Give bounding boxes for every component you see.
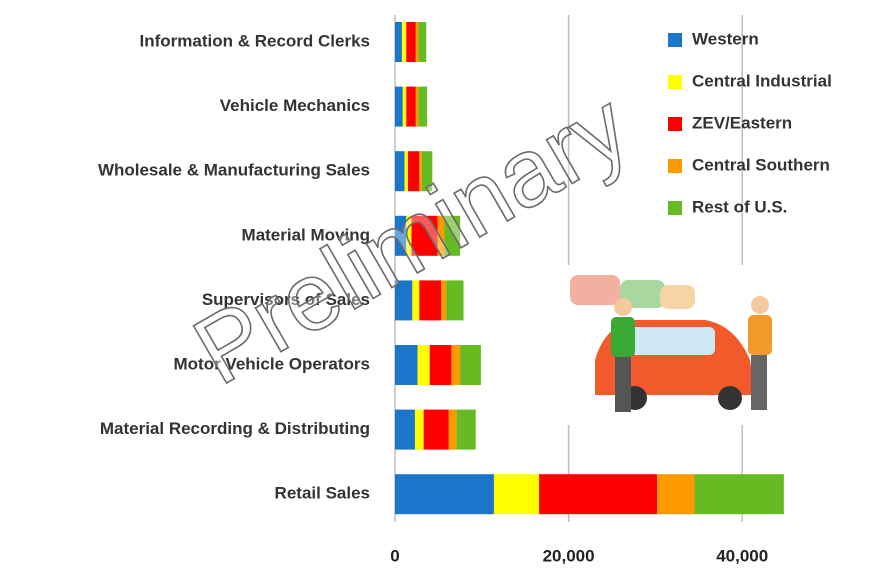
bar-segment: [406, 87, 416, 127]
y-tick-label: Retail Sales: [275, 484, 370, 503]
bar-segment: [395, 87, 403, 127]
y-tick-label: Vehicle Mechanics: [220, 96, 370, 115]
chart: 0 20,000 40,000 Information & Record Clerks…: [0, 0, 877, 568]
windshield: [625, 327, 715, 355]
person: [614, 298, 632, 316]
bar-segment: [539, 474, 657, 514]
bar-segment: [460, 345, 481, 385]
legend-label: Central Industrial: [692, 71, 832, 90]
bar-segment: [418, 87, 427, 127]
legend-swatch: [668, 33, 682, 47]
legend-swatch: [668, 159, 682, 173]
bar-segment: [430, 345, 452, 385]
bar-segment: [441, 280, 446, 320]
illustration: [565, 265, 780, 425]
bar-segment: [418, 345, 430, 385]
legend-label: Rest of U.S.: [692, 197, 787, 216]
bar-segment: [446, 280, 463, 320]
person: [751, 296, 769, 314]
y-tick-label: Material Recording & Distributing: [100, 419, 370, 438]
bar-segment: [418, 22, 426, 62]
bar-segment: [415, 410, 424, 450]
legend-label: Central Southern: [692, 155, 830, 174]
legend: Western Central Industrial ZEV/Eastern Cent…: [668, 29, 832, 216]
x-tick-label: 0: [390, 546, 399, 565]
bar-segment: [395, 22, 402, 62]
x-tick-label: 20,000: [543, 546, 595, 565]
bar-segment: [395, 474, 494, 514]
y-tick-label: Wholesale & Manufacturing Sales: [98, 161, 370, 180]
bar-segment: [457, 410, 476, 450]
legend-label: Western: [692, 29, 759, 48]
bar-segment: [403, 87, 406, 127]
bar-segment: [416, 87, 419, 127]
bar-segment: [406, 22, 416, 62]
bar-segment: [494, 474, 539, 514]
wheel: [718, 386, 742, 410]
person: [615, 357, 631, 412]
car-bg: [570, 275, 620, 305]
legend-label: ZEV/Eastern: [692, 113, 792, 132]
legend-swatch: [668, 201, 682, 215]
bar-segment: [395, 345, 418, 385]
x-tick-label: 40,000: [716, 546, 768, 565]
bar-segment: [657, 474, 694, 514]
bar-segment: [416, 22, 419, 62]
legend-swatch: [668, 75, 682, 89]
car-bg: [660, 285, 695, 309]
person: [611, 317, 635, 357]
bar-segment: [694, 474, 783, 514]
bar-segment: [449, 410, 457, 450]
legend-swatch: [668, 117, 682, 131]
bar-segment: [424, 410, 449, 450]
person: [751, 355, 767, 410]
y-tick-label: Information & Record Clerks: [140, 31, 371, 50]
bar-segment: [395, 410, 415, 450]
bar-segment: [402, 22, 406, 62]
bar-segment: [451, 345, 460, 385]
person: [748, 315, 772, 355]
